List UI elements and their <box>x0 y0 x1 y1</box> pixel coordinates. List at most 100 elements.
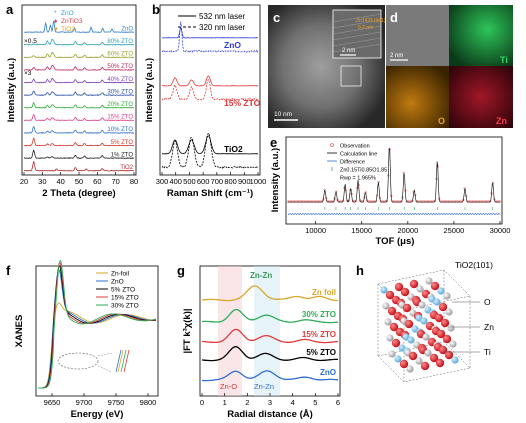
observation-point <box>431 200 434 203</box>
observation-point <box>294 200 297 203</box>
xanes-legend-label: 5% ZTO <box>111 287 135 294</box>
xrd-trace-label: 40% ZTO <box>107 77 133 83</box>
atom <box>389 322 399 332</box>
zoom-box <box>340 65 362 87</box>
ti-map-label: Ti <box>500 55 508 65</box>
observation-point <box>481 200 485 203</box>
legend-532: 532 nm laser <box>199 12 246 21</box>
atom <box>416 285 424 293</box>
inset-scalebar-text: 2 nm <box>342 48 355 54</box>
exafs-xticks: 0 1 2 3 4 5 6 <box>200 393 340 407</box>
zn-o-label: Zn-O <box>220 382 237 391</box>
tick-label: 20000 <box>397 226 418 235</box>
panel-letter-a: a <box>6 2 14 17</box>
atom <box>407 336 415 344</box>
atom <box>409 279 419 289</box>
panel-letter-c: c <box>273 10 280 25</box>
xrd-trace <box>23 114 134 122</box>
tick-label: 4 <box>291 398 295 407</box>
observation-point <box>425 200 428 203</box>
observation-point <box>483 200 486 203</box>
atom <box>443 292 451 300</box>
raman-trace <box>161 79 259 101</box>
xanes-trace <box>38 302 156 389</box>
observation-point <box>446 200 449 203</box>
exafs-xlabel: Radial distance (Å) <box>227 409 313 420</box>
xrd-trace-label: 10% ZTO <box>107 127 133 133</box>
panel-h: h TiO2(101) O Zn Ti <box>356 260 494 383</box>
observation-point <box>288 200 291 203</box>
atom <box>442 334 452 344</box>
tick-label: 800 <box>224 177 237 186</box>
xrd-legend-label: ZnTiO3 <box>61 18 83 25</box>
legend-320: 320 nm laser <box>199 23 246 32</box>
observation-point <box>301 200 304 203</box>
observation-point <box>456 200 459 203</box>
observation-point <box>312 200 315 203</box>
observation-point <box>330 200 333 203</box>
panel-c: c ZnTiO3 (101) 0.2 nm 2 nm 10 nm <box>268 5 386 128</box>
exafs-trace <box>202 308 339 324</box>
raman-xlabel: Raman Shift (cm⁻¹) <box>167 188 253 199</box>
observation-point <box>292 200 295 203</box>
raman-trace-label: ZnO <box>224 40 241 50</box>
xrd-trace-label: 80% ZTO <box>107 39 133 45</box>
observation-point <box>445 200 448 203</box>
panel-letter-e: e <box>270 135 277 150</box>
xanes-xlabel: Energy (eV) <box>71 409 124 420</box>
zn-o-band <box>218 266 242 396</box>
tick-label: 80 <box>130 177 138 186</box>
observation-point <box>408 200 411 203</box>
inset-plane-label: ZnTiO3 (101) <box>356 18 386 24</box>
atom <box>399 359 409 369</box>
sem-scalebar-text: 10 nm <box>274 111 292 118</box>
tick-label: 9750 <box>108 398 125 407</box>
raman-xticks: 300 400 500 600 700 800 900 1000 <box>156 172 266 186</box>
raman-traces: ZnO 15% ZTO TiO2 <box>161 21 261 170</box>
inset-spacing-label: 0.2 nm <box>358 25 373 31</box>
tick-label: 15000 <box>351 226 372 235</box>
xrd-trace <box>23 126 134 134</box>
observation-point <box>476 200 479 203</box>
xrd-trace <box>23 38 135 46</box>
observation-point <box>370 200 373 203</box>
xanes-inset <box>97 349 130 373</box>
raman-trace <box>161 27 259 39</box>
observation-point <box>309 200 312 203</box>
tick-label: 9650 <box>44 398 61 407</box>
ti-label: Ti <box>484 347 491 357</box>
xanes-legend-label: Zn-foil <box>111 271 130 278</box>
raman-trace <box>162 75 259 87</box>
observation-point <box>496 200 499 203</box>
observation-point <box>383 200 386 203</box>
observation-point <box>289 200 292 203</box>
atom <box>384 318 392 326</box>
exafs-ylabel: |FT k³χ(k)| <box>182 308 193 353</box>
tick-label: 500 <box>183 177 196 186</box>
atom <box>449 340 457 348</box>
xrd-legend-label: TiO2 <box>61 26 75 33</box>
atom <box>418 301 426 309</box>
atom <box>408 351 418 361</box>
zn-zn-bottom-label: Zn-Zn <box>254 382 274 391</box>
observation-point <box>315 200 318 203</box>
observation-point <box>487 200 490 203</box>
observation-point <box>296 200 299 203</box>
observation-point <box>428 200 431 203</box>
atom <box>434 313 444 323</box>
tick-label: 30 <box>38 177 46 186</box>
atom <box>429 353 439 363</box>
xrd-trace-label: TiO2 <box>120 165 133 171</box>
xrd-trace-label: 1% ZTO <box>111 152 134 158</box>
xrd-legend-label: ZnO <box>61 10 74 17</box>
tick-label: 9800 <box>140 398 157 407</box>
xrd-trace <box>23 137 134 147</box>
xrd-trace <box>24 90 135 96</box>
tick-label: 700 <box>211 177 224 186</box>
tick-label: 0 <box>200 398 204 407</box>
observation-point <box>455 200 458 203</box>
observation-point <box>443 200 446 203</box>
atom <box>437 287 445 295</box>
exafs-trace-label: ZnO <box>320 368 336 377</box>
